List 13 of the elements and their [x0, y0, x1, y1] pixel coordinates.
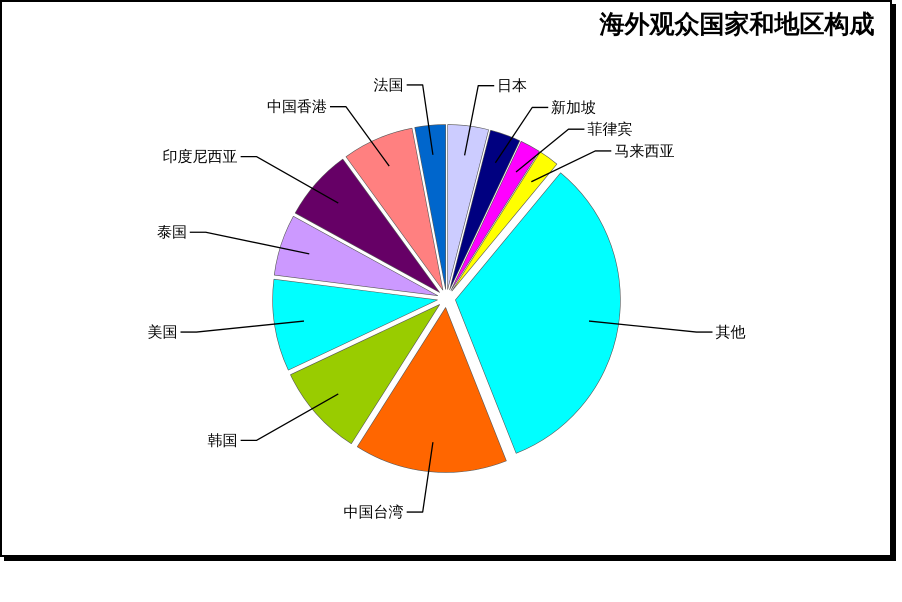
- chart-title: 海外观众国家和地区构成: [598, 10, 874, 38]
- slice-label: 日本: [497, 76, 528, 95]
- slice-label: 其他: [715, 323, 746, 342]
- slice-label: 新加坡: [551, 98, 596, 116]
- slice-label: 法国: [374, 76, 404, 94]
- slice-label: 中国台湾: [344, 503, 404, 522]
- slice-label: 韩国: [208, 431, 238, 450]
- slice-label: 中国香港: [266, 98, 327, 116]
- slice-label: 印度尼西亚: [162, 148, 238, 166]
- slice-label: 菲律宾: [587, 120, 632, 138]
- slice-label: 泰国: [156, 223, 187, 242]
- slice-label: 美国: [148, 323, 178, 342]
- slice-label: 马来西亚: [614, 142, 674, 160]
